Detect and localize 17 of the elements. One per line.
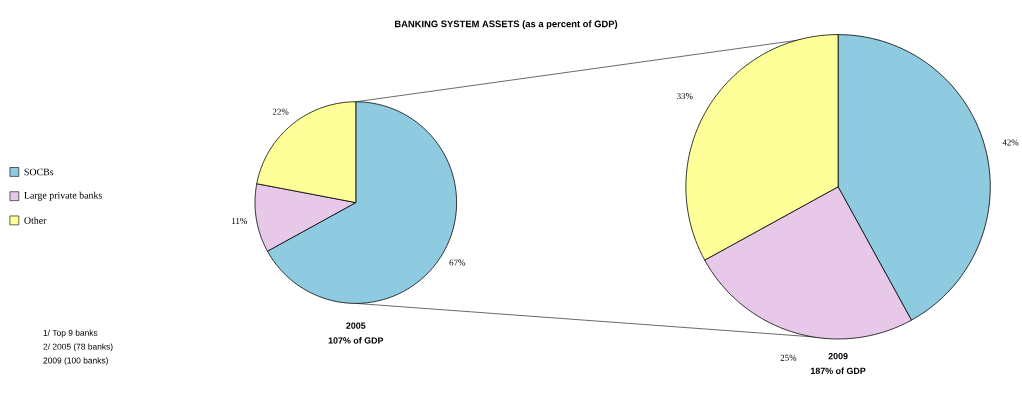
text: 107% of GDP xyxy=(328,336,384,344)
data-label: 22% xyxy=(272,108,289,115)
legend-label: Other xyxy=(24,216,47,224)
data-label: 67% xyxy=(449,259,466,266)
legend-label: Large private banks xyxy=(24,191,102,201)
data-label: 42% xyxy=(1002,139,1019,146)
data-label: 25% xyxy=(780,354,797,361)
text: 2009 xyxy=(828,352,848,360)
data-label: 33% xyxy=(677,92,693,100)
text: 2005 xyxy=(346,322,366,329)
text: BANKING SYSTEM ASSETS (as a percent of GDP) xyxy=(395,20,618,29)
legend-label: SOCBs xyxy=(24,168,54,176)
text: 2009 (100 banks) xyxy=(43,357,108,365)
text: 2/ 2005 (78 banks) xyxy=(43,343,113,352)
text: 1/ Top 9 banks xyxy=(43,329,98,338)
text: 187% of GDP xyxy=(810,367,866,374)
data-label: 11% xyxy=(232,217,247,224)
